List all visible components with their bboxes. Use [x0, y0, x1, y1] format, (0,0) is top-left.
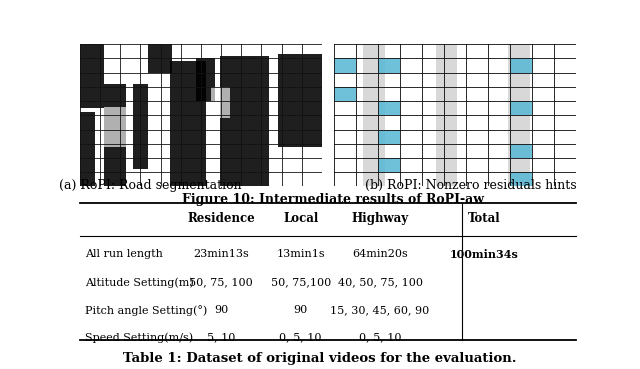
Bar: [510, 58, 532, 73]
Text: 64min20s: 64min20s: [352, 249, 408, 259]
Text: 0, 5, 10: 0, 5, 10: [280, 332, 322, 342]
Text: 90: 90: [294, 305, 308, 315]
Text: 90: 90: [214, 305, 228, 315]
Text: 50, 75,100: 50, 75,100: [271, 277, 331, 287]
Bar: [196, 58, 216, 101]
Bar: [334, 87, 356, 101]
Bar: [436, 44, 458, 186]
Bar: [80, 113, 95, 186]
Text: Local: Local: [283, 212, 318, 225]
Text: 50, 75, 100: 50, 75, 100: [189, 277, 253, 287]
Text: Total: Total: [468, 212, 500, 225]
Text: Table 1: Dataset of original videos for the evaluation.: Table 1: Dataset of original videos for …: [124, 352, 516, 365]
Bar: [170, 61, 206, 186]
Bar: [148, 44, 172, 73]
Bar: [80, 44, 104, 108]
Bar: [104, 107, 133, 146]
Bar: [378, 58, 400, 73]
Text: Figure 10: Intermediate results of RoPI-aw: Figure 10: Intermediate results of RoPI-…: [182, 193, 484, 206]
Text: 13min1s: 13min1s: [276, 249, 325, 259]
Bar: [378, 158, 400, 172]
Bar: [220, 56, 269, 186]
Text: 0, 5, 10: 0, 5, 10: [359, 332, 401, 342]
Text: Residence: Residence: [188, 212, 255, 225]
Bar: [510, 144, 532, 158]
Text: (b) RoPI: Nonzero residuals hints: (b) RoPI: Nonzero residuals hints: [365, 179, 576, 192]
Text: 23min13s: 23min13s: [193, 249, 249, 259]
Bar: [334, 58, 356, 73]
Text: 15, 30, 45, 60, 90: 15, 30, 45, 60, 90: [330, 305, 429, 315]
Text: Highway: Highway: [351, 212, 409, 225]
Text: (a) RoPI: Road segmentation: (a) RoPI: Road segmentation: [59, 179, 242, 192]
Bar: [378, 101, 400, 115]
Bar: [278, 54, 322, 146]
Text: 5, 10: 5, 10: [207, 332, 236, 342]
Bar: [510, 172, 532, 186]
Bar: [508, 44, 530, 186]
Text: All run length: All run length: [85, 249, 163, 259]
Bar: [104, 84, 126, 186]
Bar: [211, 87, 230, 118]
Text: 100min34s: 100min34s: [450, 249, 518, 260]
Text: Pitch angle Setting(°): Pitch angle Setting(°): [85, 305, 207, 315]
Text: Altitude Setting(m): Altitude Setting(m): [85, 277, 194, 287]
Bar: [363, 44, 385, 186]
Text: 40, 50, 75, 100: 40, 50, 75, 100: [337, 277, 422, 287]
Bar: [378, 130, 400, 144]
Bar: [510, 101, 532, 115]
Bar: [133, 84, 148, 169]
Text: Speed Setting(m/s): Speed Setting(m/s): [85, 332, 193, 343]
